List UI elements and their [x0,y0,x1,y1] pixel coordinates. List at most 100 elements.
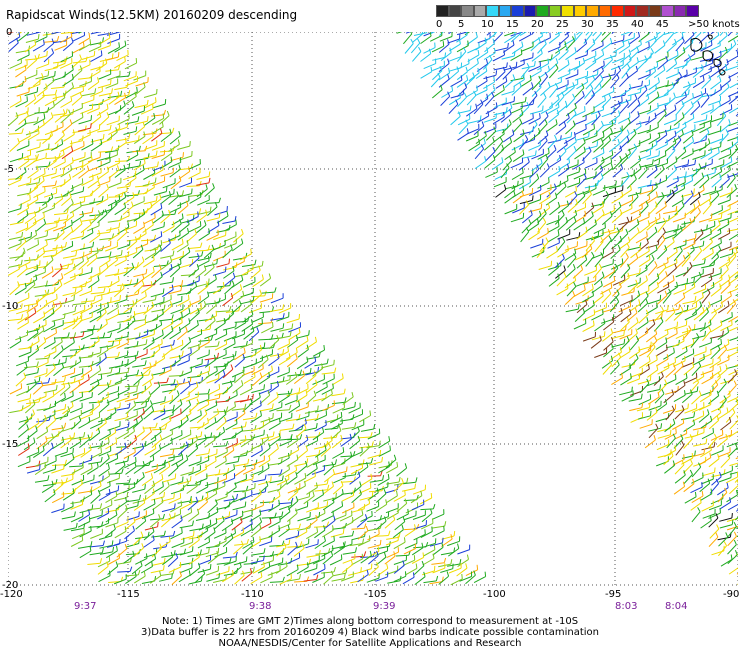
wind-barb-flag [276,335,280,341]
wind-barb-shaft [171,322,183,331]
wind-barb-shaft [279,417,292,423]
wind-barb-shaft [87,180,99,189]
wind-barb-flag [287,346,289,352]
wind-barb-shaft [168,143,180,152]
wind-barb-shaft [96,323,108,332]
wind-barb [90,86,103,97]
wind-barb [69,380,81,394]
wind-barb-shaft [52,464,66,466]
wind-barb-shaft [86,252,99,260]
wind-barb-flag [89,39,92,45]
wind-barb-shaft [297,450,308,460]
wind-barb-shaft [160,214,171,224]
wind-barb-shaft [88,307,102,315]
wind-barb-flag [74,511,76,517]
wind-barb-flag [97,77,100,83]
wind-barb-shaft [98,259,111,268]
wind-barb-shaft [222,468,235,476]
wind-barb [26,300,38,313]
wind-barb-shaft [70,516,84,523]
wind-barb-flag [133,400,137,406]
wind-barb [24,307,37,321]
wind-barb-shaft [177,500,191,504]
wind-barb-shaft [17,54,30,62]
wind-barb-shaft [160,255,174,259]
wind-barb [18,416,29,430]
wind-barb-shaft [296,388,309,396]
wind-barb [54,109,66,123]
wind-barb-shaft [80,224,92,234]
wind-barb [90,111,102,126]
wind-barb-flag [181,370,184,376]
wind-barb [79,76,92,87]
wind-barb [99,500,113,511]
wind-barb-shaft [87,108,100,115]
wind-barb-flag [331,481,334,487]
wind-barb [88,303,102,315]
wind-barb-flag [53,363,56,369]
wind-barb [196,481,209,494]
wind-barb-shaft [8,208,21,213]
wind-barb-shaft [144,526,158,531]
wind-barb-flag [96,247,99,253]
wind-barb-shaft [196,175,210,180]
wind-barb-shaft [62,292,76,297]
wind-barb-flag [91,351,94,357]
wind-barb-shaft [88,70,101,79]
wind-barb-shaft [204,266,215,277]
wind-barb-shaft [187,324,199,333]
wind-barb [69,268,83,279]
wind-barb-shaft [24,372,38,376]
wind-barb-shaft [171,403,183,413]
wind-barb-flag [265,354,269,360]
wind-barb-flag [196,263,200,270]
wind-barb-flag [82,251,85,257]
wind-barb-flag [244,435,247,441]
wind-barb-shaft [8,42,19,52]
wind-barb-shaft [18,447,30,456]
wind-barb-flag [393,454,397,460]
wind-barb-flag [196,320,199,326]
wind-barb-shaft [258,388,272,395]
wind-barb-flag [163,149,166,155]
wind-barb-flag [256,327,260,333]
wind-barb [260,413,274,423]
wind-barb [78,267,93,277]
wind-barb [96,352,107,367]
wind-barb [159,364,172,376]
wind-barb-shaft [312,431,324,441]
wind-barb-shaft [125,405,136,415]
wind-barb-flag [218,469,221,475]
wind-barb-flag [196,253,200,259]
wind-barb-flag [83,243,85,249]
wind-barb-shaft [8,132,22,135]
wind-barb [60,165,73,178]
wind-barb-flag [20,314,24,320]
wind-barb-shaft [18,347,32,350]
wind-barb-flag [62,436,64,442]
wind-barb [107,215,123,223]
wind-barb-flag [258,392,261,398]
wind-barb [350,409,363,420]
wind-barb [8,128,24,135]
scale-label-20: 20 [531,19,544,30]
wind-barb [78,39,92,51]
wind-barb-shaft [69,316,83,324]
wind-barb-flag [143,131,146,137]
wind-barb [44,327,57,340]
wind-barb-flag [201,251,204,257]
wind-barb [151,121,164,134]
wind-barb-shaft [396,467,407,477]
wind-barb-shaft [248,307,262,314]
wind-barb [179,177,192,188]
wind-barb-flag [379,449,382,455]
wind-barb-flag [381,456,383,462]
wind-barb [8,174,22,186]
wind-barb-flag [118,123,121,129]
wind-barb [51,280,63,295]
wind-barb-flag [234,338,236,344]
wind-barb-shaft [79,290,92,297]
wind-barb-flag [33,94,37,100]
wind-barb-shaft [214,354,227,361]
wind-barb-shaft [87,507,101,511]
